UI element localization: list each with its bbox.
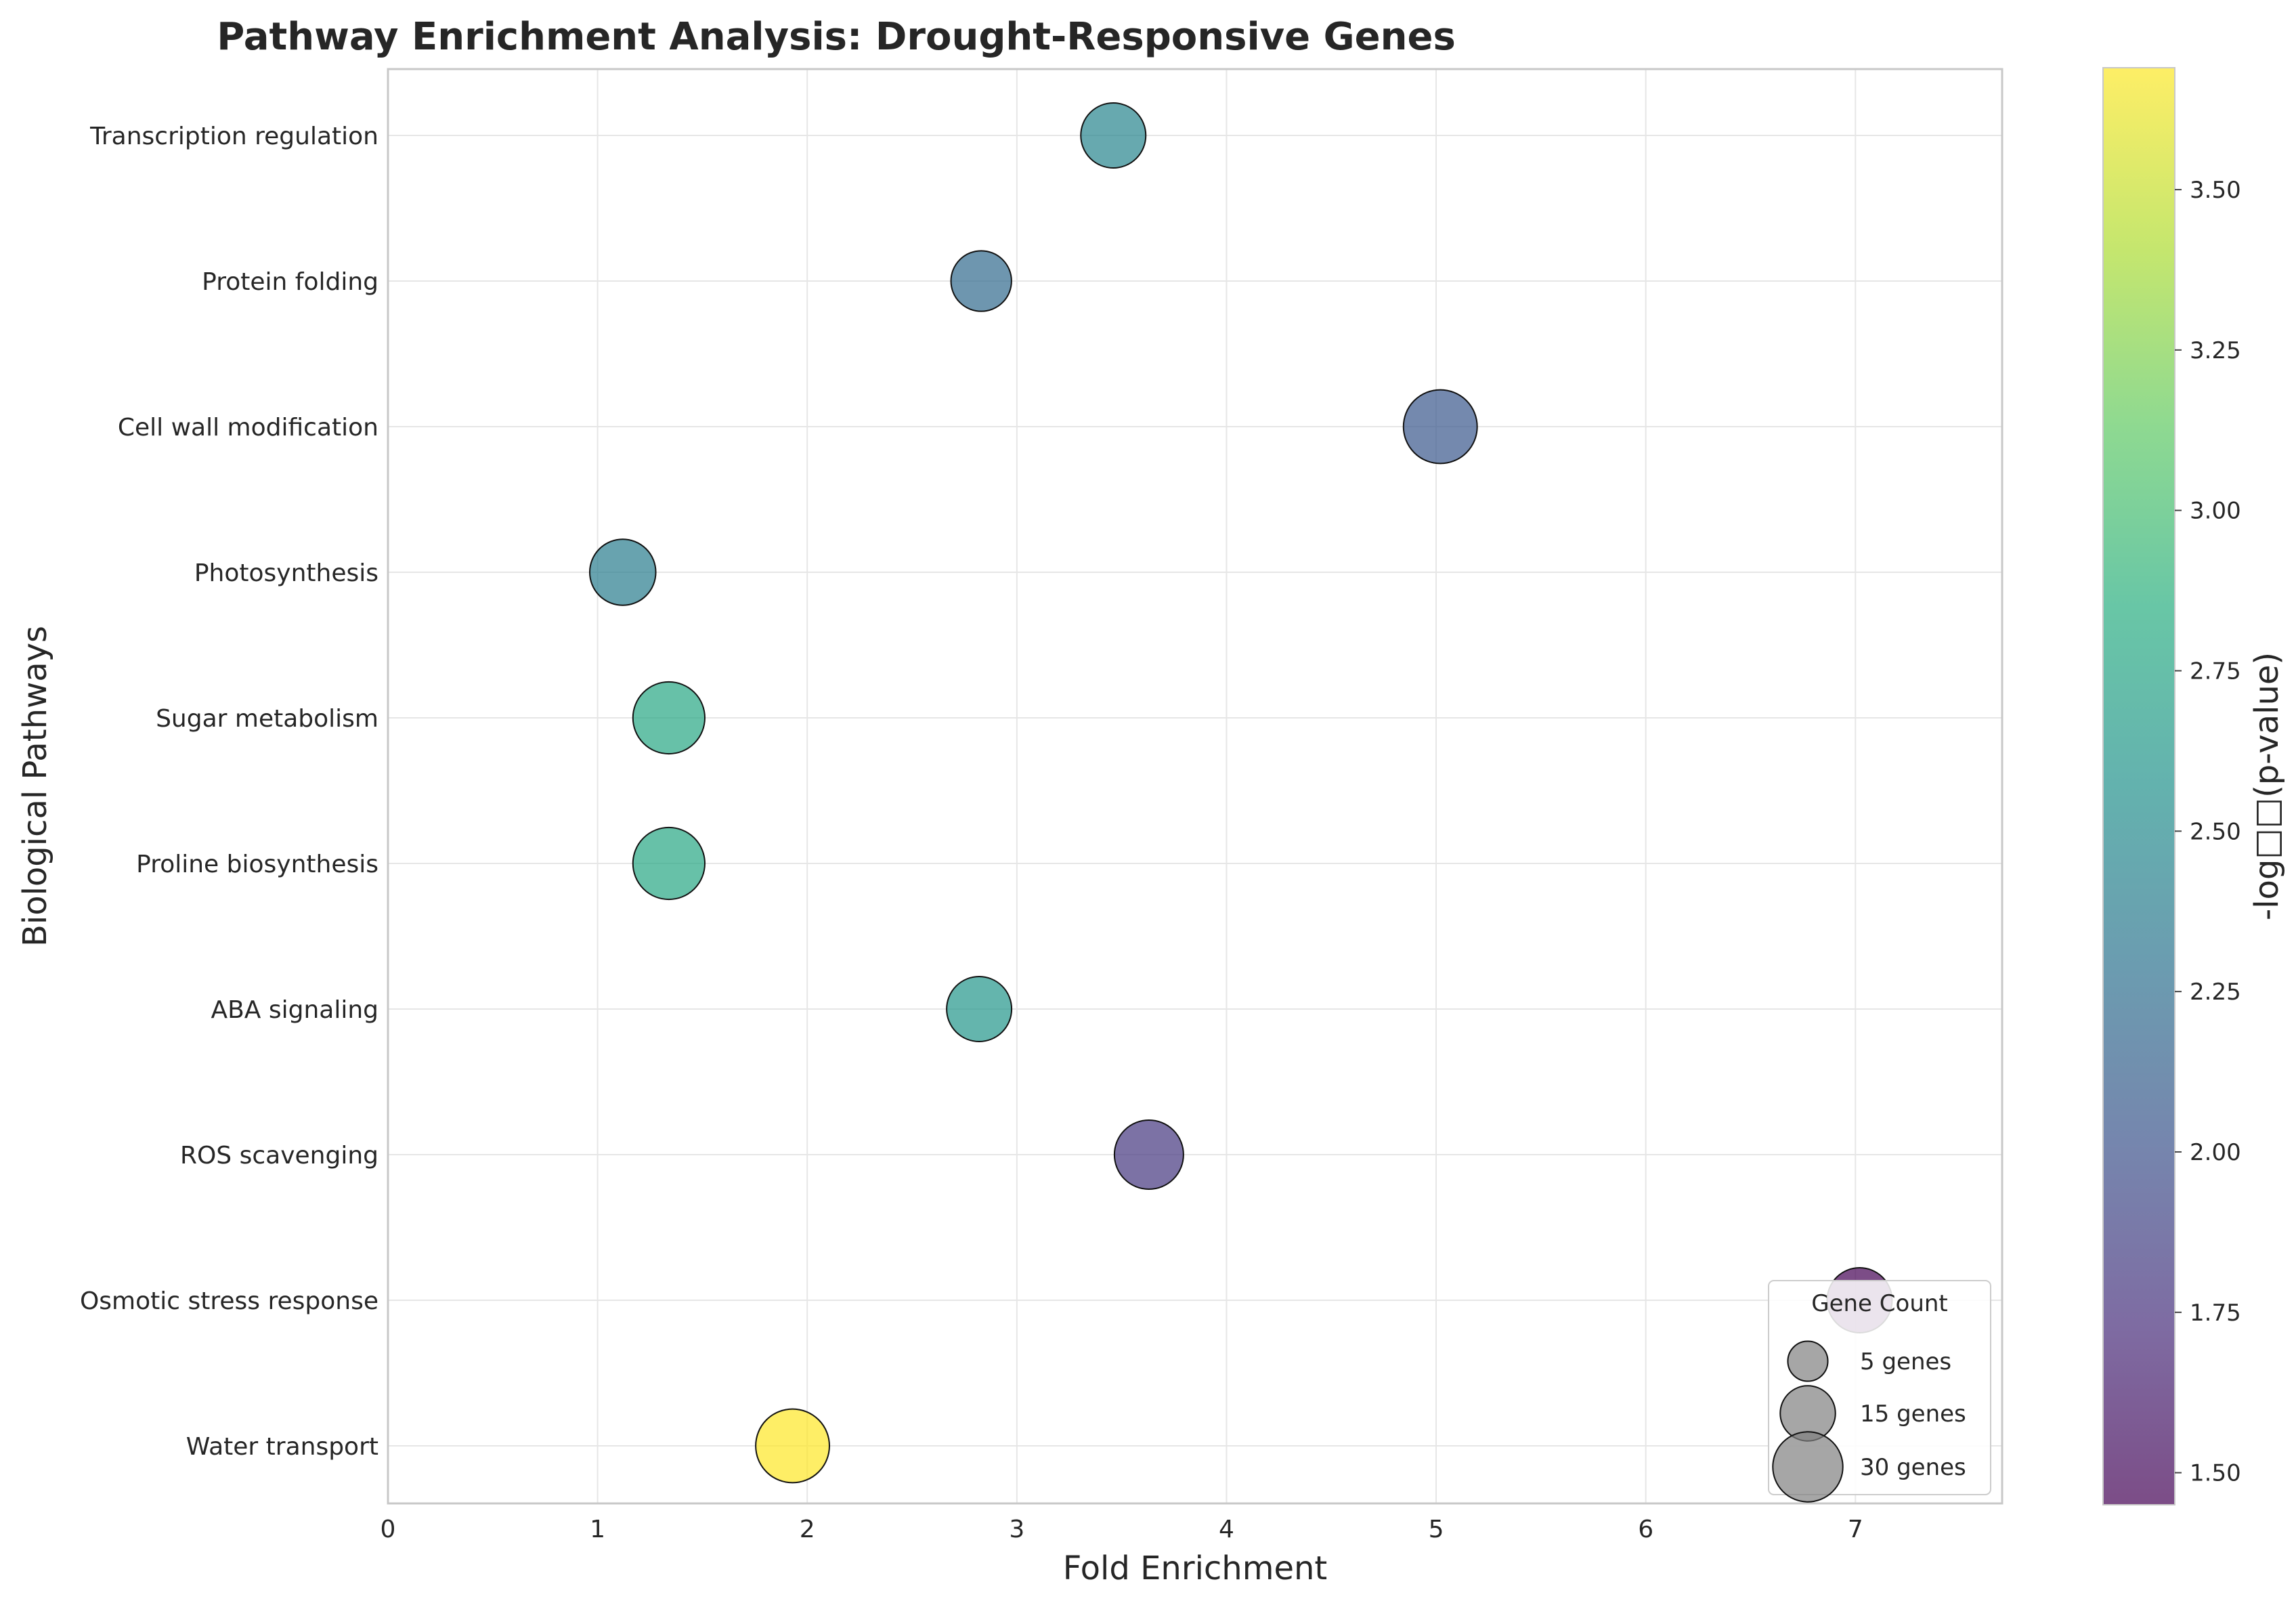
y-tick-label: Sugar metabolism: [156, 705, 378, 733]
x-tick-label: 3: [1009, 1516, 1024, 1543]
x-axis-ticks: 0 1 2 3 4 5 6 7: [381, 1516, 1863, 1543]
data-point: [632, 681, 706, 755]
y-axis-ticks: Water transport Osmotic stress response RO…: [80, 123, 378, 1461]
y-tick-label: Photosynthesis: [194, 559, 378, 587]
legend-items: 5 genes 15 genes 30 genes: [1772, 1340, 1966, 1503]
legend-marker: [1772, 1431, 1844, 1503]
x-tick-label: 4: [1219, 1516, 1234, 1543]
y-tick-label: Proline biosynthesis: [136, 851, 378, 878]
colorbar-tick-label: 2.75: [2190, 658, 2241, 685]
data-point: [950, 250, 1012, 312]
colorbar-tick-label: 1.50: [2190, 1460, 2241, 1487]
y-tick-label: Protein folding: [202, 268, 378, 296]
y-tick-label: ABA signaling: [211, 996, 378, 1024]
legend-label: 5 genes: [1860, 1348, 1951, 1375]
y-tick-label: Transcription regulation: [89, 123, 378, 150]
data-point: [1113, 1119, 1184, 1190]
colorbar-ticks: 1.50 1.75 2.00 2.25 2.50 2.75 3.00 3.25 3.50: [2175, 177, 2241, 1487]
y-tick-label: Water transport: [186, 1433, 378, 1461]
data-point: [946, 976, 1013, 1042]
data-point: [632, 826, 706, 901]
plot-area-frame: [387, 68, 2003, 1505]
colorbar-tick-label: 2.50: [2190, 818, 2241, 845]
y-tick-label: Osmotic stress response: [80, 1287, 378, 1315]
colorbar-tick-label: 3.25: [2190, 337, 2241, 364]
data-point: [755, 1408, 830, 1484]
data-point: [588, 538, 657, 606]
x-tick-label: 5: [1429, 1516, 1444, 1543]
colorbar-gradient: [2102, 67, 2175, 1505]
data-point: [1402, 389, 1478, 465]
x-tick-label: 2: [800, 1516, 815, 1543]
legend-title: Gene Count: [1811, 1290, 1948, 1317]
y-axis-label: Biological Pathways: [16, 626, 54, 947]
x-axis-label: Fold Enrichment: [1063, 1549, 1328, 1587]
x-tick-label: 1: [590, 1516, 605, 1543]
x-tick-label: 0: [381, 1516, 396, 1543]
grid: [387, 69, 2002, 1503]
x-tick-label: 6: [1638, 1516, 1653, 1543]
data-points: [588, 102, 1893, 1484]
y-tick-label: ROS scavenging: [180, 1142, 378, 1170]
colorbar-tick-label: 3.00: [2190, 498, 2241, 525]
y-tick-label: Cell wall modification: [118, 414, 378, 442]
legend-label: 30 genes: [1860, 1454, 1966, 1481]
colorbar-tick-label: 1.75: [2190, 1300, 2241, 1327]
chart-title: Pathway Enrichment Analysis: Drought-Res…: [217, 15, 1456, 59]
size-legend: Gene Count 5 genes 15 genes 30 genes: [1768, 1280, 1991, 1503]
colorbar-tick-label: 2.00: [2190, 1139, 2241, 1166]
legend-label: 15 genes: [1860, 1400, 1966, 1428]
data-point: [1080, 102, 1147, 169]
colorbar-tick-label: 3.50: [2190, 177, 2241, 204]
colorbar: 1.50 1.75 2.00 2.25 2.50 2.75 3.00 3.25 3.50 -lo…: [2102, 67, 2286, 1505]
colorbar-label: -log□□(p-value): [2248, 652, 2286, 920]
x-tick-label: 7: [1848, 1516, 1863, 1543]
colorbar-tick-label: 2.25: [2190, 979, 2241, 1006]
legend-marker: [1787, 1340, 1829, 1382]
